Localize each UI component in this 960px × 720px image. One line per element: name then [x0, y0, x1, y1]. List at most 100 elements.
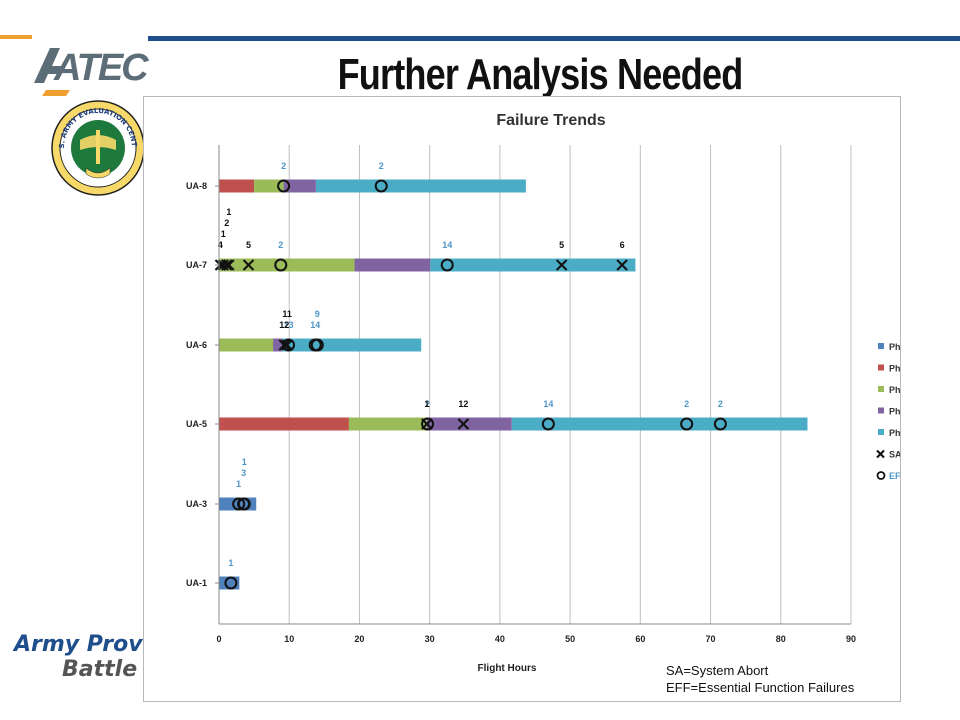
bar-segment — [254, 179, 284, 193]
eff-failure-label: 2 — [684, 399, 689, 409]
eff-failure-marker — [680, 417, 694, 431]
bar-segment — [511, 417, 808, 431]
legend-swatch — [878, 429, 884, 435]
x-axis-label: Flight Hours — [478, 663, 537, 674]
eff-failure-marker — [224, 576, 238, 590]
sa-failure-label: 4 — [218, 240, 223, 250]
x-tick-label: 70 — [706, 634, 716, 644]
eff-failure-marker — [232, 497, 246, 511]
sa-cross-stroke — [421, 418, 433, 430]
eff-failure-label: 1 — [228, 558, 233, 568]
legend-item[interactable]: SA Failures — [876, 449, 900, 460]
sa-cross-stroke — [223, 259, 235, 271]
category-label: UA-3 — [186, 499, 207, 509]
eff-failure-label: 14 — [442, 240, 452, 250]
eff-failure-marker — [277, 179, 291, 193]
sa-failure-marker — [221, 259, 233, 271]
sa-cross-stroke — [616, 259, 628, 271]
legend[interactable]: Phase 1 Phase 2 Phase 3 Phase 4 Phase 5 SA Fa… — [876, 342, 901, 481]
failure-trends-chart: Failure Trends 2 2 2 14 13 14 9 2 14 2 2 1 3 1 1 4 1 2 1 5 5… — [143, 96, 901, 702]
eff-failure-label: 2 — [281, 161, 286, 171]
bar-segment — [282, 338, 422, 352]
bar-segment — [354, 258, 431, 272]
sa-failure-label: 5 — [246, 240, 251, 250]
legend-item[interactable]: Phase 4 — [878, 407, 900, 417]
bar-segment — [219, 338, 274, 352]
eff-failure-label: 14 — [543, 399, 553, 409]
eff-failure-label: 3 — [241, 468, 246, 478]
bar-segment — [283, 179, 316, 193]
bar-segment — [273, 338, 283, 352]
legend-label: Phase 3 — [889, 385, 900, 395]
legend-item[interactable]: Phase 2 — [878, 364, 900, 374]
bar-segment — [426, 417, 512, 431]
x-tick-label: 50 — [565, 634, 575, 644]
x-tick-label: 90 — [846, 634, 856, 644]
sa-note: SA=System Abort — [666, 663, 769, 678]
logo-text: ATEC — [53, 47, 149, 89]
category-label: UA-1 — [186, 578, 207, 588]
legend-item[interactable]: Phase 5 — [878, 428, 900, 438]
legend-label: SA Failures — [889, 450, 900, 460]
category-label: UA-5 — [186, 419, 207, 429]
bar-segment — [348, 417, 427, 431]
axes: 0 10 20 30 40 50 60 70 80 90 UA-8 UA-7 UA-6 UA-5 UA-3 U… — [186, 145, 856, 644]
sa-failure-label: 6 — [620, 240, 625, 250]
x-tick-label: 20 — [354, 634, 364, 644]
legend-swatch — [878, 364, 884, 371]
legend-cross — [876, 449, 885, 459]
sa-cross-stroke — [555, 259, 568, 271]
chart-title: Failure Trends — [496, 112, 605, 129]
sa-cross-stroke — [221, 259, 233, 271]
legend-swatch — [878, 343, 884, 349]
eff-failure-marker — [541, 417, 555, 431]
legend-label: Phase 4 — [889, 407, 900, 417]
eff-failure-label: 1 — [242, 457, 247, 467]
legend-item[interactable]: EFF Failures — [876, 471, 901, 481]
sa-failure-marker — [242, 259, 255, 271]
sa-failure-marker — [616, 259, 628, 271]
page-title: Further Analysis Needed — [337, 50, 744, 99]
bar-segment — [219, 179, 255, 193]
legend-label: Phase 2 — [889, 364, 900, 374]
sa-cross-stroke — [242, 259, 255, 271]
legend-label: Phase 5 — [889, 428, 900, 438]
legend-item[interactable]: Phase 1 — [878, 342, 900, 352]
bars — [219, 179, 808, 590]
eff-failure-label: 9 — [315, 309, 320, 319]
sa-failure-marker — [278, 339, 291, 351]
eff-failure-marker — [237, 497, 251, 511]
sa-failure-label: 5 — [559, 240, 564, 250]
atec-logo: ATEC — [34, 47, 151, 96]
eff-failure-marker — [421, 417, 435, 431]
x-tick-label: 40 — [495, 634, 505, 644]
bar-segment — [315, 179, 526, 193]
eff-failure-marker — [274, 258, 288, 272]
category-label: UA-7 — [186, 260, 207, 270]
legend-circle — [876, 471, 886, 480]
sa-failure-marker — [555, 259, 568, 271]
eff-failure-label: 2 — [718, 399, 723, 409]
eff-failure-marker — [374, 179, 388, 193]
sa-failure-label: 12 — [279, 320, 289, 330]
eff-failure-marker — [440, 258, 454, 272]
battle-tagline: Battle — [62, 657, 138, 682]
sa-failure-marker — [281, 339, 293, 351]
eff-failure-marker — [713, 417, 727, 431]
sa-failure-marker — [457, 418, 470, 430]
army-evaluation-center-seal: U.S. ARMY EVALUATION CENTER — [50, 100, 145, 196]
sa-failure-label: 2 — [224, 218, 229, 228]
sa-failure-label: 1 — [221, 229, 226, 239]
legend-swatch — [878, 407, 884, 414]
category-label: UA-6 — [186, 340, 207, 350]
header-accent-orange — [0, 35, 32, 39]
x-tick-label: 0 — [216, 634, 221, 644]
category-label: UA-8 — [186, 181, 207, 191]
x-tick-label: 10 — [284, 634, 294, 644]
legend-label: Phase 1 — [889, 342, 900, 352]
x-tick-label: 30 — [425, 634, 435, 644]
legend-item[interactable]: Phase 3 — [878, 385, 900, 395]
eff-note: EFF=Essential Function Failures — [666, 680, 855, 695]
sa-cross-stroke — [278, 339, 291, 351]
bar-segment — [219, 417, 349, 431]
